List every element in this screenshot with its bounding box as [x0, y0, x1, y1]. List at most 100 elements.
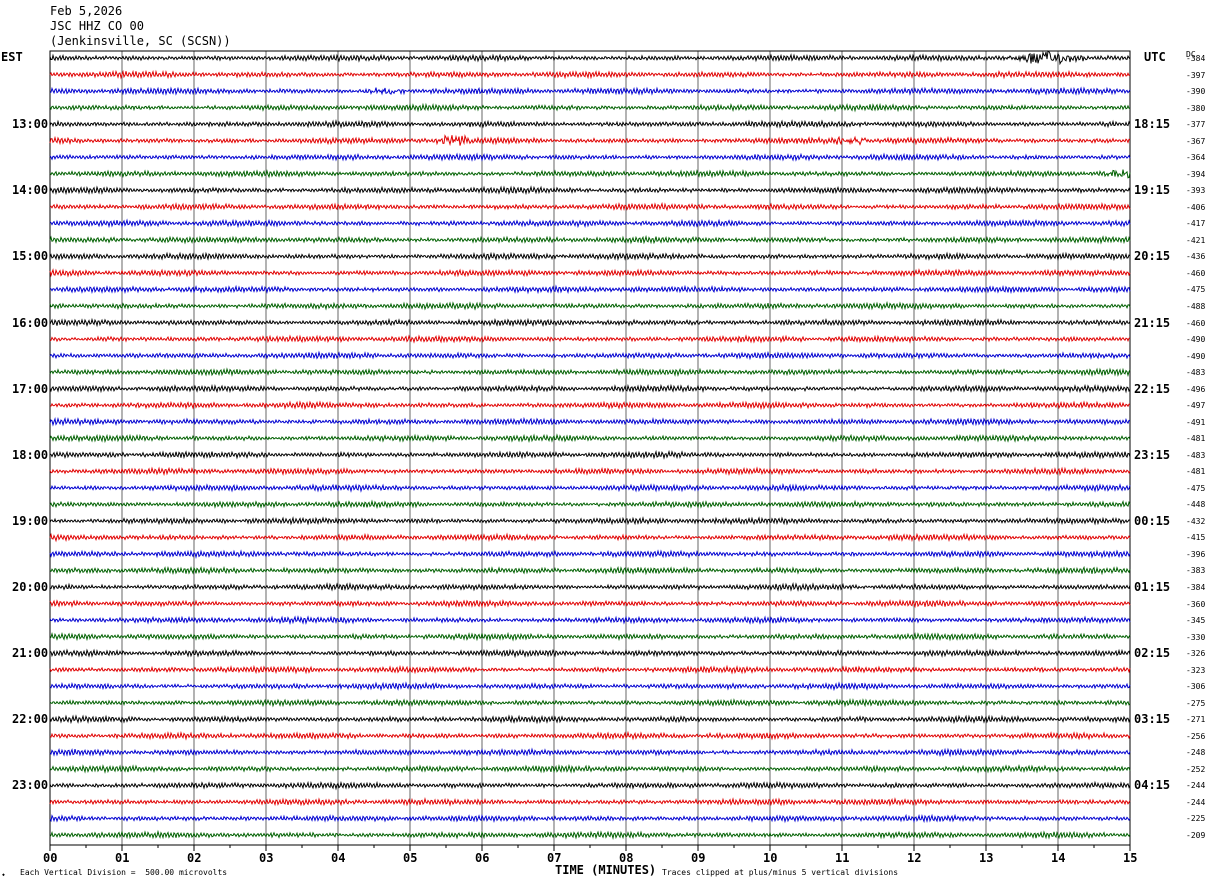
dc-offset-label: -436 — [1186, 252, 1206, 262]
seismic-trace-21 — [49, 400, 1131, 411]
x-tick-label: 14 — [1051, 851, 1066, 865]
x-tick-label: 07 — [547, 851, 562, 865]
dc-offset-label: -326 — [1186, 649, 1206, 659]
dc-offset-label: -380 — [1186, 103, 1206, 113]
dc-offset-label: -406 — [1186, 202, 1206, 212]
seismic-trace-20 — [49, 383, 1131, 394]
x-tick-label: 04 — [331, 851, 346, 865]
hour-label-utc: 00:15 — [1134, 513, 1171, 528]
seismic-trace-18 — [49, 350, 1131, 361]
hour-label-local: 13:00 — [12, 117, 49, 132]
hour-label-local: 17:00 — [12, 381, 49, 396]
dc-offset-label: -330 — [1186, 632, 1206, 642]
clip-note: Traces clipped at plus/minus 5 vertical … — [662, 868, 899, 877]
hour-label-utc: 18:15 — [1134, 117, 1171, 132]
seismic-trace-35 — [49, 631, 1131, 642]
dc-offset-label: -475 — [1186, 285, 1206, 295]
dc-offset-label: -491 — [1186, 417, 1206, 427]
right-timezone-label: UTC — [1144, 50, 1166, 64]
seismic-trace-27 — [49, 499, 1131, 510]
dc-offset-label: -448 — [1186, 500, 1206, 510]
hour-label-local: 14:00 — [12, 183, 49, 198]
hour-label-utc: 21:15 — [1134, 315, 1171, 330]
dc-offset-label: -367 — [1186, 136, 1206, 146]
seismic-trace-45 — [49, 796, 1131, 807]
seismic-trace-31 — [49, 565, 1131, 576]
dc-offset-label: -483 — [1186, 368, 1206, 378]
dc-offset-label: -475 — [1186, 483, 1206, 493]
dc-offset-label: -383 — [1186, 566, 1206, 576]
seismic-trace-7 — [49, 168, 1131, 179]
x-tick-label: 10 — [763, 851, 778, 865]
seismic-trace-30 — [49, 549, 1131, 559]
plot-frame — [49, 50, 1131, 846]
hour-label-utc: 20:15 — [1134, 249, 1171, 264]
dc-offset-label: -393 — [1186, 186, 1206, 196]
seismic-trace-12 — [49, 251, 1131, 262]
dc-offset-label: -483 — [1186, 450, 1206, 460]
header-location: (Jenkinsville, SC (SCSN)) — [50, 34, 231, 48]
seismic-trace-15 — [49, 300, 1131, 311]
seismic-trace-40 — [49, 714, 1131, 725]
hour-label-utc: 04:15 — [1134, 778, 1171, 793]
seismic-trace-34 — [49, 615, 1131, 625]
seismic-trace-39 — [49, 698, 1131, 708]
header-station: JSC HHZ CO 00 — [50, 19, 144, 33]
seismic-trace-43 — [49, 763, 1131, 774]
dc-offset-label: -384 — [1186, 583, 1206, 593]
hour-label-local: 19:00 — [12, 513, 49, 528]
x-tick-label: 12 — [907, 851, 922, 865]
dc-offset-label: -345 — [1186, 616, 1206, 626]
seismic-trace-28 — [49, 516, 1131, 526]
dc-offset-label: -481 — [1186, 434, 1206, 444]
dc-offset-label: -488 — [1186, 301, 1206, 311]
dc-offset-label: -460 — [1186, 318, 1206, 328]
dc-offset-label: -432 — [1186, 516, 1206, 526]
seismic-trace-0 — [49, 50, 1131, 66]
axis-small-glyph: ⬩ — [2, 870, 5, 879]
dc-offset-label: -271 — [1186, 715, 1206, 725]
dc-offset-label: -397 — [1186, 70, 1206, 80]
dc-offset-label: -360 — [1186, 599, 1206, 609]
dc-offset-label: -490 — [1186, 335, 1206, 345]
x-tick-label: 13 — [979, 851, 994, 865]
seismic-trace-47 — [49, 829, 1131, 840]
hour-label-local: 18:00 — [12, 447, 49, 462]
x-tick-label: 02 — [187, 851, 202, 865]
hour-label-utc: 02:15 — [1134, 646, 1171, 661]
dc-offset-label: -256 — [1186, 731, 1206, 741]
x-tick-label: 06 — [475, 851, 490, 865]
seismic-trace-24 — [49, 449, 1131, 460]
seismic-trace-19 — [49, 367, 1131, 378]
x-tick-label: 15 — [1123, 851, 1138, 865]
dc-offset-label: -248 — [1186, 748, 1206, 758]
seismic-trace-17 — [49, 334, 1131, 344]
seismic-trace-10 — [49, 218, 1131, 229]
hour-label-utc: 01:15 — [1134, 580, 1171, 595]
hour-label-local: 22:00 — [12, 712, 49, 727]
hour-label-local: 15:00 — [12, 249, 49, 264]
dc-offset-label: -306 — [1186, 682, 1206, 692]
dc-offset-label: -252 — [1186, 764, 1206, 774]
dc-offset-label: -364 — [1186, 153, 1206, 163]
seismic-trace-14 — [49, 284, 1131, 295]
dc-offset-label: -415 — [1186, 533, 1206, 543]
seismic-trace-11 — [49, 234, 1131, 245]
seismic-trace-33 — [49, 598, 1131, 609]
hour-label-local: 16:00 — [12, 315, 49, 330]
dc-offset-label: -244 — [1186, 797, 1206, 807]
seismic-trace-4 — [49, 119, 1131, 129]
x-tick-label: 03 — [259, 851, 274, 865]
hour-label-local: 21:00 — [12, 646, 49, 661]
dc-offset-label: -323 — [1186, 665, 1206, 675]
x-tick-label: 09 — [691, 851, 706, 865]
hour-label-local: 23:00 — [12, 778, 49, 793]
dc-offset-label: -394 — [1186, 169, 1206, 179]
seismic-trace-1 — [49, 69, 1131, 80]
seismic-trace-3 — [49, 102, 1131, 113]
dc-offset-label: -275 — [1186, 698, 1206, 708]
seismic-trace-44 — [49, 780, 1131, 791]
seismic-trace-46 — [49, 813, 1131, 824]
seismic-trace-29 — [49, 532, 1131, 543]
